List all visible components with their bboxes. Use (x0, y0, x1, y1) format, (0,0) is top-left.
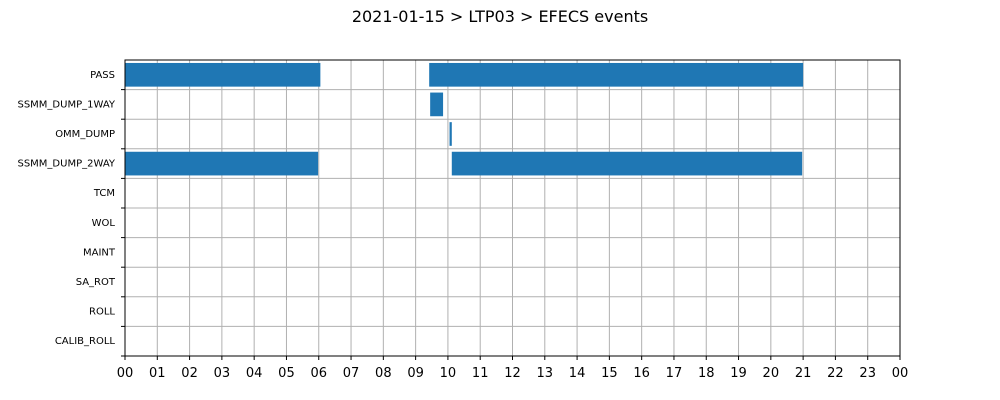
event-bars (125, 62, 804, 176)
y-tick-label: WOL (92, 218, 116, 229)
x-tick-label: 17 (666, 366, 683, 381)
grid-lines (125, 60, 900, 356)
chart-title: 2021-01-15 > LTP03 > EFECS events (352, 7, 648, 26)
x-tick-label: 15 (601, 366, 618, 381)
y-tick-label: OMM_DUMP (55, 129, 115, 140)
x-tick-label: 21 (795, 366, 812, 381)
x-tick-label: 05 (278, 366, 295, 381)
event-bar (430, 92, 444, 117)
y-tick-label: MAINT (83, 247, 116, 258)
x-tick-label: 04 (246, 366, 263, 381)
y-tick-label: SA_ROT (76, 277, 116, 288)
x-tick-label: 19 (730, 366, 747, 381)
x-axis-ticks: 00 01 02 03 04 05 06 07 08 09 10 11 12 13 14 15 16 17 18 19… (117, 356, 909, 381)
x-tick-label: 09 (407, 366, 424, 381)
y-tick-label: SSMM_DUMP_2WAY (17, 159, 115, 170)
y-tick-label: TCM (93, 188, 115, 199)
x-tick-label: 08 (375, 366, 392, 381)
event-bar (125, 62, 321, 87)
x-tick-label: 13 (537, 366, 554, 381)
y-tick-label: PASS (90, 70, 115, 81)
y-tick-label: ROLL (89, 307, 115, 318)
event-bar (451, 151, 803, 176)
x-tick-label: 10 (440, 366, 457, 381)
y-axis-ticks: PASS SSMM_DUMP_1WAY OMM_DUMP SSMM_DUMP_2WAY… (17, 70, 125, 357)
x-tick-label: 20 (763, 366, 780, 381)
x-tick-label: 07 (343, 366, 360, 381)
x-tick-label: 16 (633, 366, 650, 381)
x-tick-label: 14 (569, 366, 586, 381)
x-tick-label: 06 (310, 366, 327, 381)
y-tick-label: SSMM_DUMP_1WAY (17, 99, 115, 110)
x-tick-label: 12 (504, 366, 521, 381)
event-bar (125, 151, 319, 176)
x-tick-label: 01 (149, 366, 166, 381)
x-tick-label: 23 (859, 366, 876, 381)
x-tick-label: 00 (892, 366, 909, 381)
x-tick-label: 11 (472, 366, 489, 381)
event-bar (429, 62, 804, 87)
x-tick-label: 22 (827, 366, 844, 381)
event-bar (449, 122, 452, 146)
y-tick-label: CALIB_ROLL (55, 336, 116, 347)
x-tick-label: 18 (698, 366, 715, 381)
x-tick-label: 02 (181, 366, 198, 381)
x-tick-label: 03 (214, 366, 231, 381)
x-tick-label: 00 (117, 366, 134, 381)
